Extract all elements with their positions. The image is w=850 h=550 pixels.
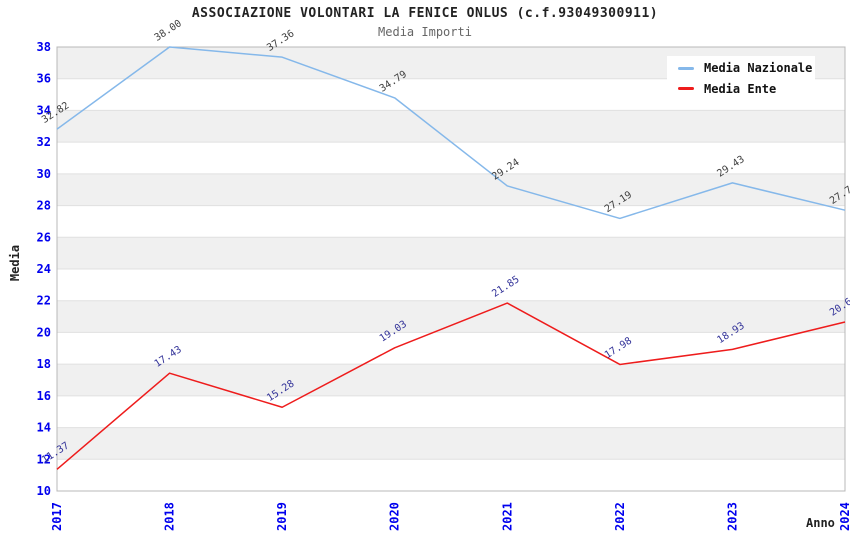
x-axis-title: Anno — [806, 516, 835, 530]
y-tick-label: 22 — [37, 294, 51, 308]
y-tick-label: 14 — [37, 421, 51, 435]
plot-band — [57, 300, 845, 333]
y-tick-label: 10 — [37, 484, 51, 498]
y-tick-label: 32 — [37, 135, 51, 149]
y-tick-label: 24 — [37, 262, 51, 276]
legend-item-media-nazionale: Media Nazionale — [667, 61, 815, 75]
legend-label: Media Ente — [704, 81, 777, 96]
y-tick-label: 36 — [37, 72, 51, 86]
y-axis-title: Media — [8, 244, 22, 282]
media-nazionale-line-icon — [678, 66, 694, 70]
y-tick-label: 20 — [37, 325, 51, 339]
x-tick-label: 2022 — [613, 502, 627, 531]
data-label: 38.00 — [153, 18, 184, 44]
x-tick-label: 2018 — [163, 502, 177, 531]
plot-band — [57, 364, 845, 396]
y-tick-label: 26 — [37, 230, 51, 244]
y-tick-label: 28 — [37, 199, 51, 213]
y-tick-label: 18 — [37, 357, 51, 371]
y-tick-label: 12 — [37, 452, 51, 466]
plot-border — [56, 46, 846, 492]
x-tick-label: 2017 — [50, 502, 64, 531]
chart-title: ASSOCIAZIONE VOLONTARI LA FENICE ONLUS (… — [191, 6, 659, 21]
legend: Media Nazionale Media Ente — [667, 56, 815, 101]
plot-band — [57, 427, 845, 460]
y-tick-label: 38 — [37, 40, 51, 54]
y-tick-label: 34 — [37, 103, 51, 117]
y-tick-label: 16 — [37, 389, 51, 403]
x-tick-label: 2019 — [275, 502, 289, 531]
chart-subtitle: Media Importi — [378, 25, 472, 39]
legend-item-media-ente: Media Ente — [667, 82, 815, 96]
y-tick-label: 30 — [37, 167, 51, 181]
series-line-1 — [56, 302, 846, 470]
series-line-0 — [56, 46, 846, 220]
plot-band — [57, 110, 845, 143]
x-tick-label: 2021 — [500, 502, 514, 531]
data-label: 17.98 — [603, 336, 634, 362]
x-tick-label: 2020 — [388, 502, 402, 531]
x-tick-label: 2023 — [725, 502, 739, 531]
plot-band — [57, 237, 845, 269]
x-tick-label: 2024 — [838, 502, 850, 531]
media-ente-line-icon — [678, 87, 694, 91]
plot-band — [57, 173, 845, 206]
legend-label: Media Nazionale — [704, 61, 813, 76]
data-label: 21.85 — [490, 274, 521, 300]
